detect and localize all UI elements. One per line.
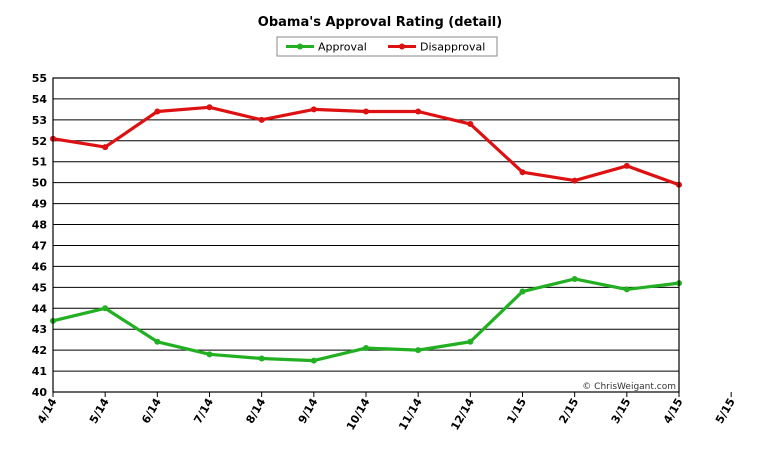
- gridlines: [53, 77, 679, 393]
- disapproval-point: [467, 121, 474, 128]
- y-tick-label-42: 42: [32, 344, 47, 357]
- x-tick-label: 3/15: [609, 396, 634, 426]
- series-layer: [50, 104, 682, 364]
- y-tick-label-50: 50: [32, 177, 48, 190]
- approval-point: [206, 351, 213, 358]
- series-disapproval: [50, 104, 682, 188]
- y-tick-label-44: 44: [32, 302, 48, 315]
- approval-point: [310, 357, 317, 364]
- x-tick-label: 1/15: [504, 396, 529, 426]
- approval-point: [154, 338, 161, 345]
- approval-point: [467, 338, 474, 345]
- y-tick-label-51: 51: [32, 156, 47, 169]
- x-tick-label: 5/15: [713, 396, 738, 426]
- disapproval-point: [310, 106, 317, 113]
- disapproval-line: [52, 105, 680, 187]
- y-tick-label-40: 40: [32, 386, 48, 399]
- disapproval-point: [258, 116, 265, 123]
- x-tick-label: 4/14: [35, 396, 60, 426]
- y-tick-label-47: 47: [32, 239, 47, 252]
- plot-frame: [52, 77, 680, 393]
- legend: Approval Disapproval: [276, 36, 498, 57]
- disapproval-point: [519, 169, 526, 176]
- y-tick-label-48: 48: [32, 219, 47, 232]
- legend-disapproval-label: Disapproval: [420, 41, 485, 54]
- y-tick-label-43: 43: [32, 323, 47, 336]
- legend-disapproval-marker: [399, 43, 405, 50]
- legend-box: [276, 36, 498, 57]
- x-tick-label: 7/14: [191, 396, 216, 426]
- x-tick-label: 11/14: [396, 396, 425, 433]
- disapproval-point: [571, 177, 578, 184]
- approval-point: [519, 288, 526, 295]
- x-tick-label: 4/15: [661, 396, 686, 426]
- x-tick-label: 12/14: [448, 396, 477, 433]
- y-tick-label-45: 45: [32, 281, 47, 294]
- series-approval: [50, 275, 682, 364]
- y-tick-label-53: 53: [32, 114, 47, 127]
- disapproval-point: [206, 104, 213, 111]
- legend-entry-approval: Approval: [286, 41, 367, 54]
- x-tick-label: 2/15: [557, 396, 582, 426]
- y-tick-label-52: 52: [32, 135, 47, 148]
- approval-point: [415, 347, 422, 354]
- x-tick-label: 9/14: [296, 396, 321, 426]
- approval-point: [102, 305, 109, 312]
- disapproval-point: [415, 108, 422, 115]
- approval-point: [258, 355, 265, 362]
- x-tick-label: 6/14: [139, 396, 164, 426]
- disapproval-point: [363, 108, 369, 115]
- approval-point: [623, 286, 630, 293]
- y-tick-label-41: 41: [32, 365, 47, 378]
- disapproval-point: [623, 162, 630, 169]
- credit-text: © ChrisWeigant.com: [582, 382, 676, 392]
- y-tick-label-46: 46: [32, 260, 48, 273]
- legend-approval-marker: [297, 43, 303, 50]
- disapproval-point: [102, 144, 109, 151]
- legend-approval-label: Approval: [318, 41, 367, 54]
- x-tick-label: 8/14: [244, 396, 269, 426]
- disapproval-point: [154, 108, 161, 115]
- approval-point: [571, 275, 578, 282]
- approval-point: [363, 345, 369, 352]
- x-axis-ticks: 4/14 5/14 6/14 7/14 8/14 9/14 10/14 11/14 12/14 1…: [35, 392, 738, 432]
- x-tick-label: 10/14: [344, 396, 373, 433]
- chart-title: Obama's Approval Rating (detail): [258, 15, 502, 30]
- y-tick-label-55: 55: [32, 72, 47, 85]
- y-tick-label-54: 54: [32, 93, 48, 106]
- x-tick-label: 5/14: [87, 396, 112, 426]
- y-axis-ticks: 40 41 42 43 44 45 46 47 48 49 50 51 52 53 54 55: [32, 72, 48, 399]
- legend-entry-disapproval: Disapproval: [388, 41, 485, 54]
- y-tick-label-49: 49: [32, 198, 47, 211]
